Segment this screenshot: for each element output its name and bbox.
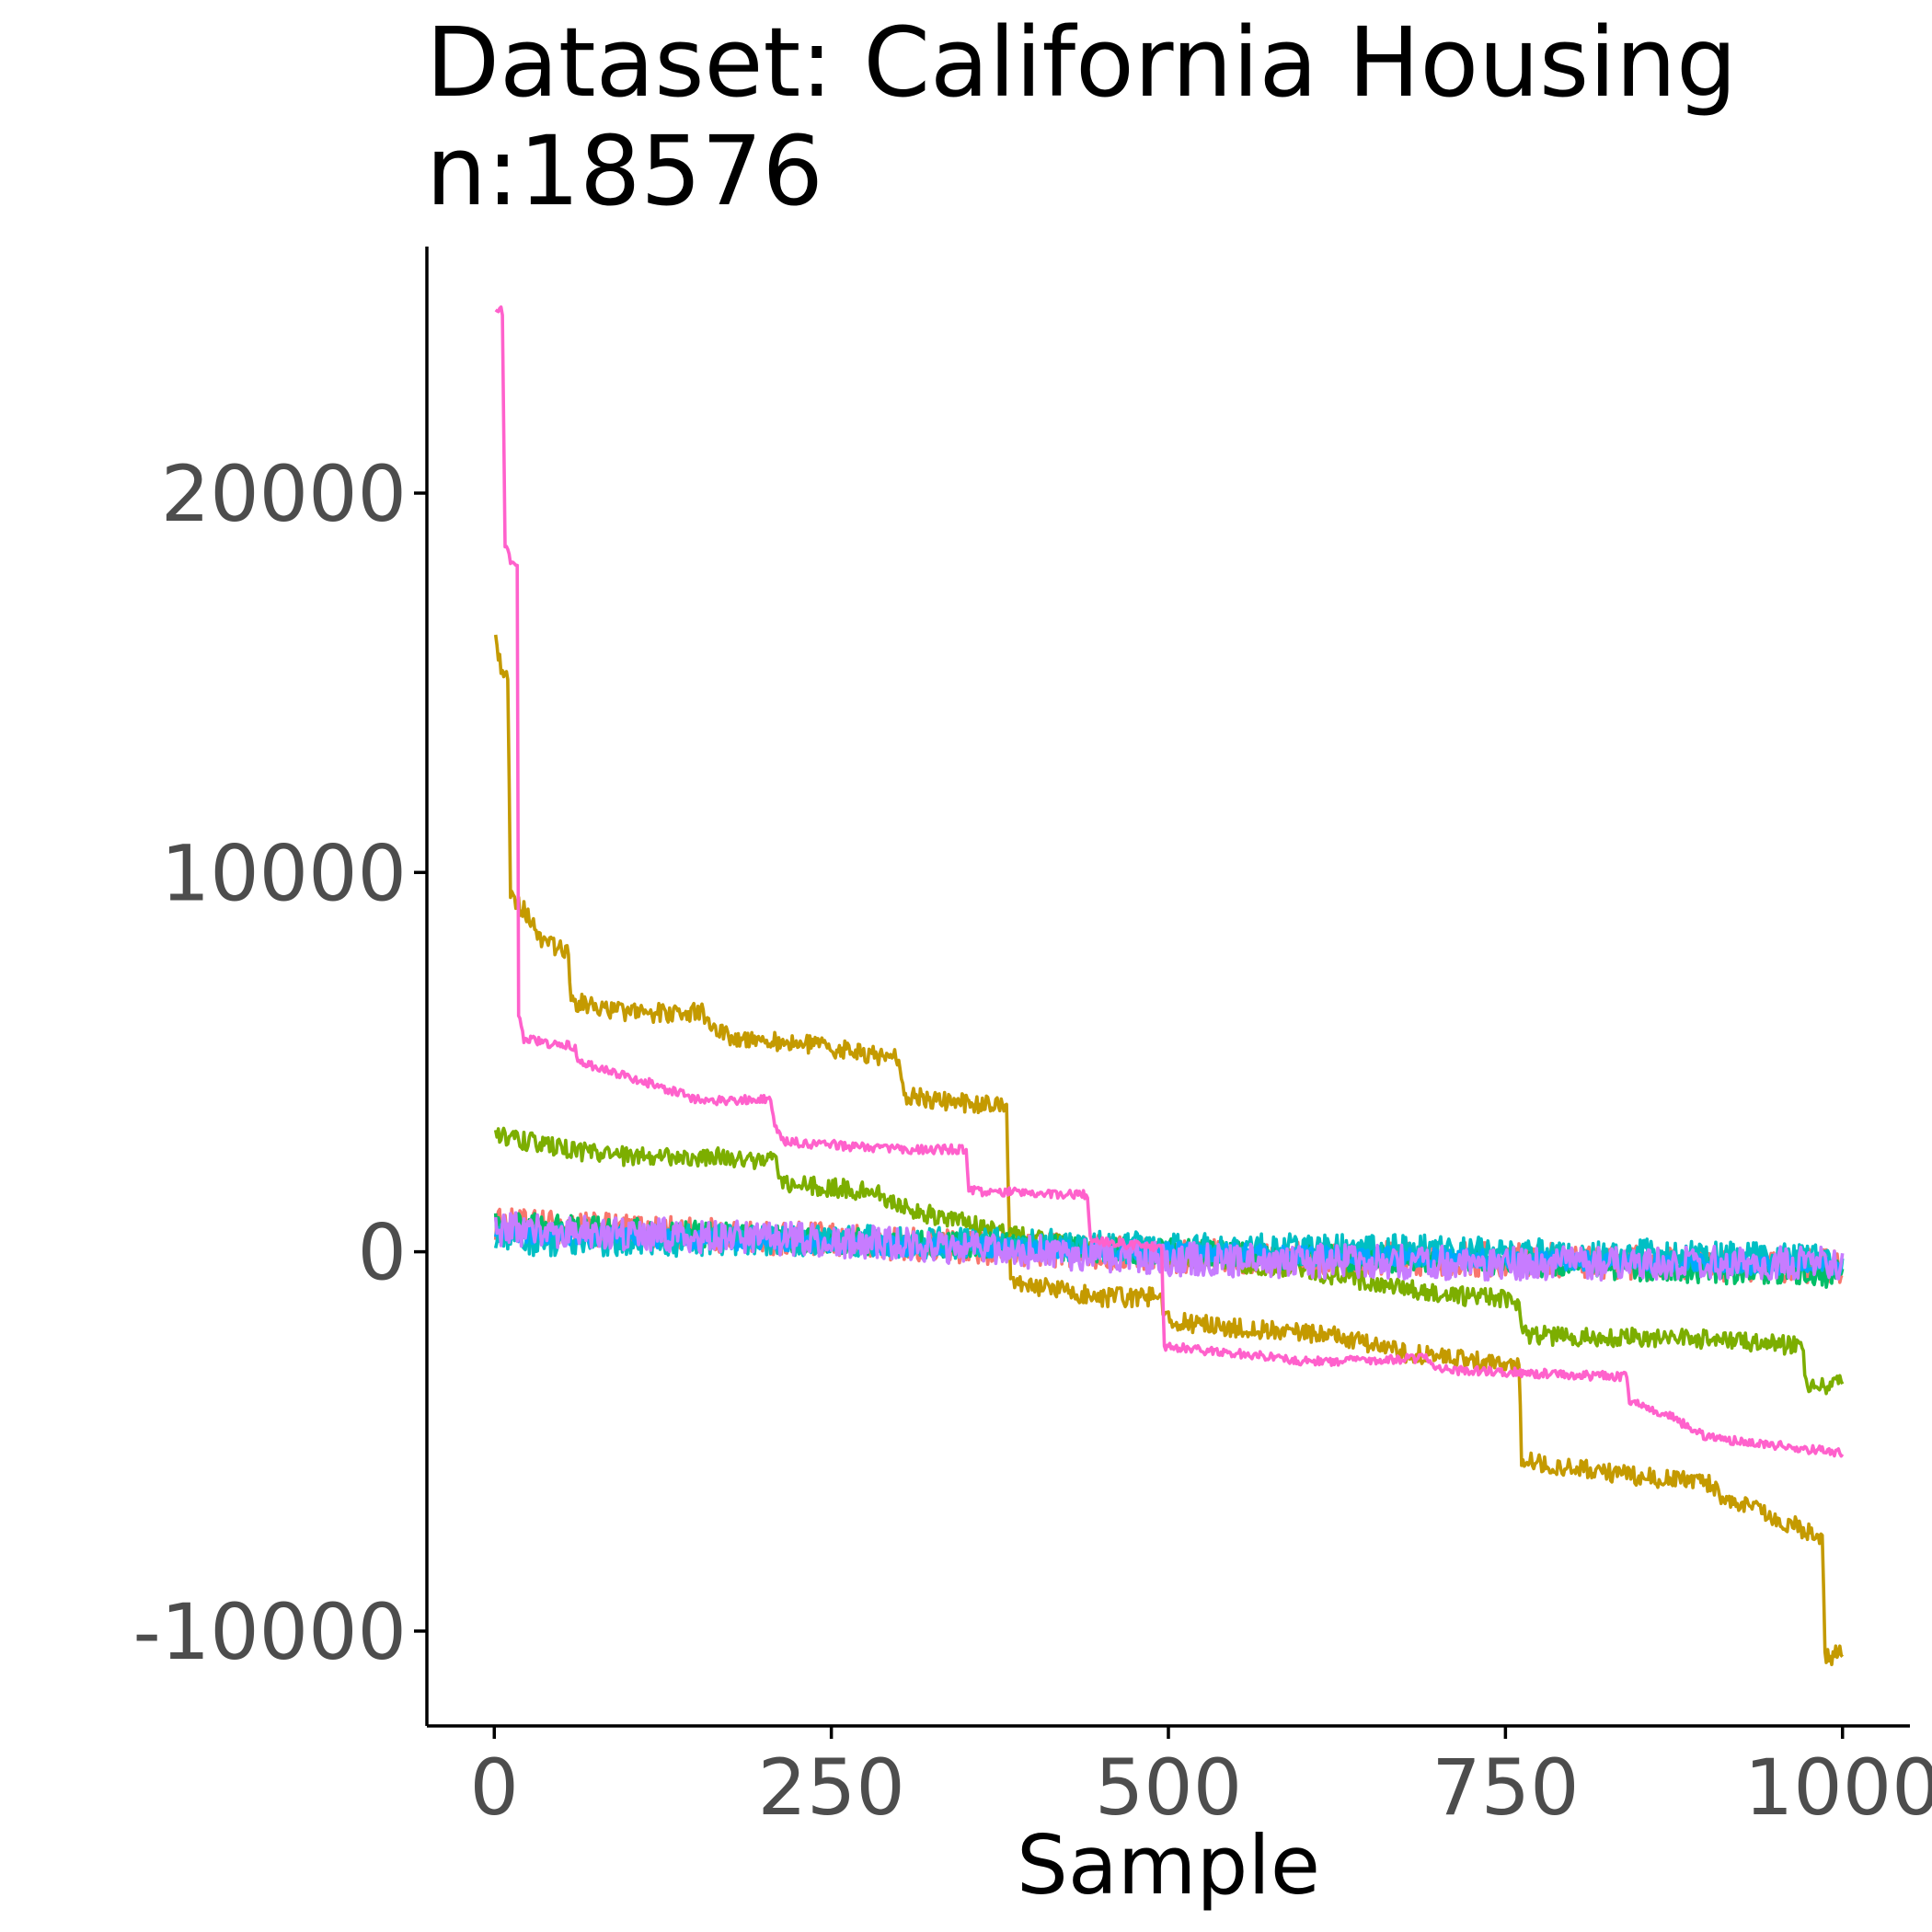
series-line bbox=[493, 634, 1845, 1667]
x-tick-label: 750 bbox=[1432, 1742, 1579, 1833]
y-tick-label: 20000 bbox=[161, 449, 407, 539]
x-tick-label: 500 bbox=[1095, 1742, 1242, 1833]
axis-ticks-layer: 0 250 500 750 1000 -10000 0 10000 20000 bbox=[132, 449, 1932, 1833]
y-tick-label: -10000 bbox=[132, 1587, 407, 1677]
chart-title-line-1: Dataset: California Housing bbox=[426, 6, 1737, 119]
x-tick-label: 250 bbox=[757, 1742, 904, 1833]
x-tick-label: 0 bbox=[470, 1742, 519, 1833]
series-line bbox=[493, 1211, 1845, 1282]
series-line bbox=[494, 305, 1845, 1458]
x-tick-label: 1000 bbox=[1744, 1742, 1932, 1833]
plot-series-layer bbox=[493, 305, 1845, 1667]
x-axis-title: Sample bbox=[1017, 1818, 1320, 1913]
y-tick-label: 10000 bbox=[161, 828, 407, 918]
chart-title-line-2: n:18576 bbox=[426, 115, 823, 227]
y-tick-label: 0 bbox=[358, 1208, 407, 1298]
